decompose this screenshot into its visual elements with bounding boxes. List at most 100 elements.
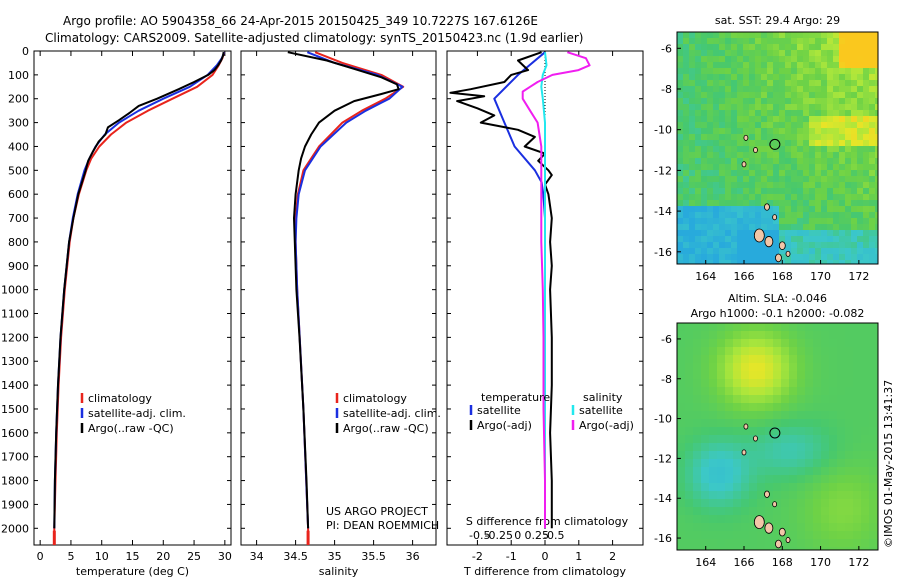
x-tick-label: 10 <box>95 550 109 563</box>
legend-label: satellite <box>477 404 521 417</box>
y-tick-label: 2000 <box>1 522 29 535</box>
sst-map-panel: sat. SST: 29.4 Argo: 29 164 166 168 170 172 -6… <box>654 14 879 283</box>
y-tick-label: 300 <box>8 117 29 130</box>
salinity-panel: 34 34.5 35 35.5 36 salinity climatology satelli… <box>240 50 441 578</box>
island-shape <box>775 253 782 263</box>
x-tick-label: 166 <box>734 556 755 569</box>
x-tick-label: 172 <box>848 270 869 283</box>
island-shape <box>764 490 770 498</box>
legend-label: satellite <box>579 404 623 417</box>
x-tick-label: 34.5 <box>283 550 308 563</box>
y-tick-label: 1100 <box>1 308 29 321</box>
legend-label: satellite-adj. clim. <box>343 407 441 420</box>
credit-line: US ARGO PROJECT <box>326 505 428 518</box>
island-shape <box>785 250 791 257</box>
island-shape <box>741 449 747 456</box>
y-tick-label: 800 <box>8 236 29 249</box>
y-tick-label: 200 <box>8 93 29 106</box>
series-line-salinity-satellite <box>540 52 548 529</box>
legend-label: satellite-adj. clim. <box>88 407 186 420</box>
x-tick-label: 15 <box>126 550 140 563</box>
island-shape <box>772 214 778 221</box>
legend-label: climatology <box>88 392 152 405</box>
x-tick-label: 170 <box>810 556 831 569</box>
island-shape <box>753 435 758 442</box>
x-tick-label: 2 <box>609 550 616 563</box>
credit-line: PI: DEAN ROEMMICH <box>326 519 439 532</box>
legend-label: climatology <box>343 392 407 405</box>
island-shape <box>753 515 765 530</box>
x-tick-label: 5 <box>67 550 74 563</box>
x-tick-label: 35.5 <box>361 550 386 563</box>
series-line-salinity-argo-adj- <box>521 51 591 529</box>
plot-frame <box>240 50 437 546</box>
y-tick-label: -14 <box>654 205 672 218</box>
map-title: sat. SST: 29.4 Argo: 29 <box>715 14 840 27</box>
x-tick-label: 30 <box>218 550 232 563</box>
legend-label: Argo(..raw -QC) <box>343 422 429 435</box>
temperature-panel: 0 5 10 15 20 25 30 temperature (deg C) 0 100 200 30… <box>1 45 232 578</box>
header-line-2: Climatology: CARS2009. Satellite-adjuste… <box>45 31 583 45</box>
y-tick-label: 1800 <box>1 475 29 488</box>
island-shape <box>772 501 778 508</box>
y-tick-label: -10 <box>654 413 672 426</box>
map-frame <box>676 322 879 551</box>
y-tick-label: 1900 <box>1 498 29 511</box>
x-tick-label: -1 <box>506 550 517 563</box>
plot-frame <box>33 50 232 546</box>
y-tick-label: -12 <box>654 452 672 465</box>
legend-label: Argo(-adj) <box>477 419 532 432</box>
legend-header-salinity: salinity <box>583 391 623 404</box>
x-tick-label: 164 <box>695 270 716 283</box>
x-tick-label: 168 <box>772 556 793 569</box>
island-shape <box>741 161 747 168</box>
island-shape <box>778 241 786 250</box>
x-top-tick-label: 0.25 <box>524 529 549 542</box>
y-tick-label: -12 <box>654 164 672 177</box>
difference-panel: -2 -1 0 1 2-0.5-0.25 0 0.250.5S difference fro… <box>446 50 644 578</box>
y-tick-label: 700 <box>8 212 29 225</box>
y-tick-label: 400 <box>8 140 29 153</box>
y-tick-label: 600 <box>8 188 29 201</box>
y-tick-label: 0 <box>22 45 29 58</box>
x-tick-label: 20 <box>156 550 170 563</box>
map-frame <box>676 31 879 265</box>
x-top-tick-label: -0.5 <box>469 529 490 542</box>
legend-header-temperature: temperature <box>481 391 550 404</box>
y-tick-label: 1200 <box>1 331 29 344</box>
x-tick-label: 0 <box>37 550 44 563</box>
sla-map-panel: Altim. SLA: -0.046 Argo h1000: -0.1 h2000… <box>654 292 879 569</box>
x-tick-label: 166 <box>734 270 755 283</box>
y-tick-label: -14 <box>654 492 672 505</box>
x-tick-label: 25 <box>187 550 201 563</box>
island-shape <box>753 228 765 243</box>
island-shape <box>778 527 786 537</box>
x-top-tick-label: -0.25 <box>485 529 513 542</box>
x-tick-label: 1 <box>575 550 582 563</box>
x-tick-label: 36 <box>406 550 420 563</box>
y-tick-label: 1700 <box>1 451 29 464</box>
x-tick-label: 164 <box>695 556 716 569</box>
x-tick-label: 168 <box>772 270 793 283</box>
x-tick-label: -2 <box>472 550 483 563</box>
x-tick-label: 172 <box>848 556 869 569</box>
island-shape <box>785 537 791 544</box>
map-title: Altim. SLA: -0.046 <box>728 292 827 305</box>
series-line-argo-raw-qc- <box>53 52 225 529</box>
legend-label: Argo(-adj) <box>579 419 634 432</box>
imos-timestamp: ©IMOS 01-May-2015 13:41:37 <box>882 380 895 548</box>
header-line-1: Argo profile: AO 5904358_66 24-Apr-2015 … <box>63 14 538 28</box>
y-tick-label: 1500 <box>1 403 29 416</box>
y-tick-label: 500 <box>8 164 29 177</box>
island-shape <box>764 236 774 248</box>
map-subtitle: Argo h1000: -0.1 h2000: -0.082 <box>691 307 865 320</box>
argo-float-marker <box>769 427 781 439</box>
series-line-argo-raw-qc- <box>287 51 400 529</box>
island-shape <box>743 134 749 141</box>
y-tick-label: -16 <box>654 246 672 259</box>
argo-float-marker <box>769 138 781 150</box>
x-top-tick-label: 0 <box>514 529 521 542</box>
y-tick-label: -8 <box>661 83 672 96</box>
y-tick-label: 900 <box>8 260 29 273</box>
